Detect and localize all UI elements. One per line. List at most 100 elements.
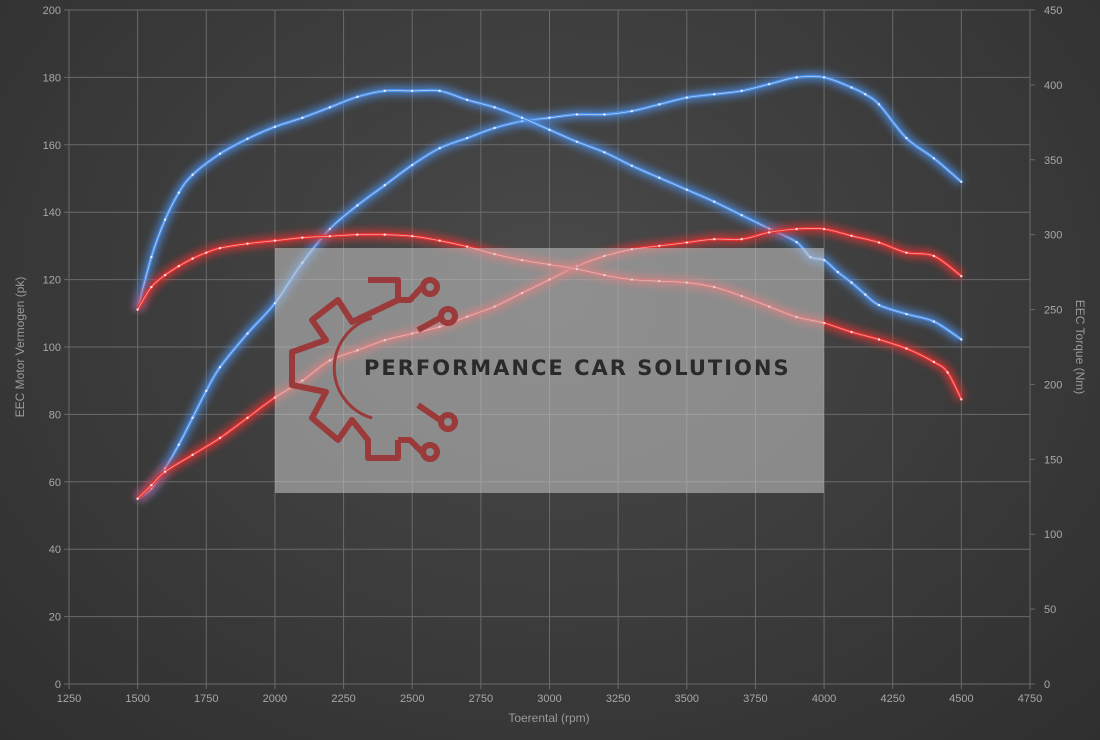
data-point xyxy=(946,371,949,374)
data-point xyxy=(864,293,867,296)
data-point xyxy=(877,241,881,244)
data-point xyxy=(273,239,277,242)
y-left-axis-ticks: 0 20 40 60 80 100 120 140 160 180 200 xyxy=(43,5,69,691)
x-tick-label: 4250 xyxy=(880,693,904,705)
data-point xyxy=(383,233,386,236)
data-point xyxy=(301,116,304,120)
data-point xyxy=(877,103,881,106)
data-point xyxy=(328,227,332,231)
x-axis-title: Toerental (rpm) xyxy=(508,711,589,725)
data-point xyxy=(218,436,222,440)
data-point xyxy=(795,76,798,79)
data-point xyxy=(246,332,249,335)
x-tick-label: 4750 xyxy=(1018,693,1042,705)
gear-icon xyxy=(289,277,458,462)
data-point xyxy=(301,236,304,239)
y-left-tick-label: 40 xyxy=(49,544,61,556)
x-tick-label: 3500 xyxy=(675,693,699,705)
x-tick-label: 1250 xyxy=(57,693,81,705)
data-point xyxy=(630,109,634,113)
data-point xyxy=(493,106,496,109)
data-point xyxy=(932,157,936,160)
data-point xyxy=(163,218,167,221)
x-tick-label: 1500 xyxy=(125,693,149,705)
data-point xyxy=(685,96,688,99)
data-point xyxy=(850,330,853,334)
data-point xyxy=(411,234,414,238)
y-left-tick-label: 60 xyxy=(49,477,61,489)
data-point xyxy=(356,204,359,207)
data-point xyxy=(548,128,551,132)
data-point xyxy=(493,126,496,130)
data-point xyxy=(740,89,743,93)
data-point xyxy=(960,338,963,341)
data-point xyxy=(630,164,634,167)
data-point xyxy=(850,86,853,89)
x-tick-label: 3250 xyxy=(606,693,630,705)
y-right-tick-label: 200 xyxy=(1044,379,1062,391)
y-left-tick-label: 20 xyxy=(49,612,61,624)
data-point xyxy=(713,237,716,241)
y-right-axis-ticks: 0 50 100 150 200 250 300 350 400 450 xyxy=(1030,5,1062,691)
data-point xyxy=(465,98,469,102)
data-point xyxy=(438,239,441,242)
y-left-tick-label: 200 xyxy=(43,5,61,17)
y-right-tick-label: 300 xyxy=(1044,230,1062,242)
data-point xyxy=(191,453,194,457)
data-point xyxy=(932,254,936,258)
data-point xyxy=(836,270,839,274)
data-point xyxy=(246,416,249,419)
data-point xyxy=(795,227,798,231)
data-point xyxy=(218,152,222,155)
x-tick-label: 2250 xyxy=(331,693,355,705)
data-point xyxy=(205,389,208,393)
data-point xyxy=(191,173,194,176)
data-point xyxy=(960,398,963,401)
data-point xyxy=(713,200,716,203)
watermark-text: PERFORMANCE CAR SOLUTIONS xyxy=(364,356,791,380)
data-point xyxy=(905,312,908,316)
data-point xyxy=(795,240,798,244)
data-point xyxy=(850,234,853,237)
data-point xyxy=(685,241,688,244)
y-right-tick-label: 400 xyxy=(1044,80,1062,92)
data-point xyxy=(150,285,153,289)
data-point xyxy=(932,320,936,323)
data-point xyxy=(960,180,963,184)
data-point xyxy=(658,176,661,179)
data-point xyxy=(905,347,908,350)
data-point xyxy=(850,281,853,284)
data-point xyxy=(465,136,469,140)
data-point xyxy=(822,227,826,231)
data-point xyxy=(150,255,153,259)
y-left-tick-label: 0 xyxy=(55,679,61,691)
data-point xyxy=(356,233,359,236)
series-highlight xyxy=(137,89,962,340)
data-point xyxy=(603,113,606,116)
x-tick-label: 4500 xyxy=(949,693,973,705)
data-point xyxy=(246,137,249,141)
x-tick-label: 3750 xyxy=(743,693,767,705)
data-point xyxy=(177,264,181,268)
data-point xyxy=(218,366,222,369)
y-right-axis-title: EEC Torque (Nm) xyxy=(1073,300,1087,394)
y-right-tick-label: 150 xyxy=(1044,454,1062,466)
x-axis-ticks: 1250 1500 1750 2000 2250 2500 2750 3000 3250 3500… xyxy=(57,684,1042,705)
y-right-tick-label: 350 xyxy=(1044,155,1062,167)
y-right-tick-label: 100 xyxy=(1044,529,1062,541)
data-point xyxy=(191,416,194,419)
y-left-tick-label: 140 xyxy=(43,207,61,219)
y-right-tick-label: 0 xyxy=(1044,679,1050,691)
data-point xyxy=(658,244,661,248)
y-left-tick-label: 100 xyxy=(43,342,61,354)
data-point xyxy=(877,338,881,341)
data-point xyxy=(177,191,181,194)
data-point xyxy=(548,116,551,120)
data-point xyxy=(740,213,743,217)
data-point xyxy=(411,89,414,93)
series-1 xyxy=(133,85,964,344)
data-point xyxy=(411,163,414,167)
data-point xyxy=(465,245,469,248)
data-point xyxy=(383,89,386,93)
